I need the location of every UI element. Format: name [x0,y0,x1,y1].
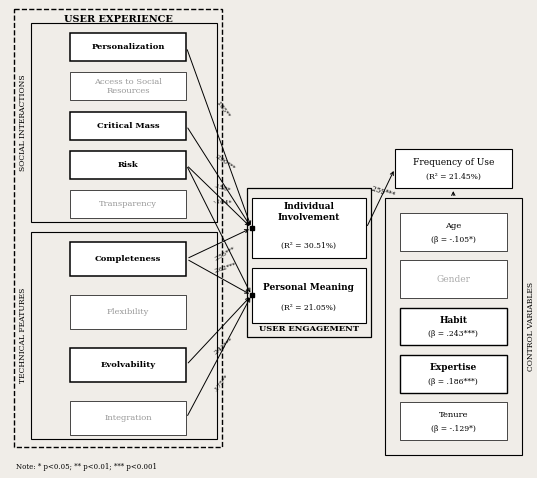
Text: .290***: .290*** [214,153,236,171]
Text: CONTROL VARIABLES: CONTROL VARIABLES [527,282,535,371]
Bar [400,355,507,393]
Bar [31,23,217,222]
Text: Access to Social
Resources: Access to Social Resources [94,78,162,95]
Text: SOCIAL INTERACTIONS: SOCIAL INTERACTIONS [19,75,27,171]
Bar [70,151,186,179]
Text: (R² = 30.51%): (R² = 30.51%) [281,242,336,250]
Text: Gender: Gender [436,274,470,283]
Text: (β = -.105*): (β = -.105*) [431,236,476,244]
Text: Personal Meaning: Personal Meaning [264,283,354,292]
Text: Risk: Risk [118,161,139,169]
Text: Habit: Habit [439,316,467,325]
Bar [395,149,512,188]
Text: .262***: .262*** [213,261,237,273]
Bar [251,268,366,323]
Text: (R² = 21.45%): (R² = 21.45%) [426,173,481,180]
Text: Tenure: Tenure [439,411,468,419]
Text: Flexibility: Flexibility [107,308,149,316]
Text: Frequency of Use: Frequency of Use [412,158,494,167]
Bar [70,348,186,382]
Bar [14,10,222,447]
Bar [400,308,507,346]
Text: .243***: .243*** [213,337,234,356]
Text: (β = -.129*): (β = -.129*) [431,425,476,433]
Text: .158*: .158* [213,183,231,193]
Bar [400,260,507,298]
Text: USER EXPERIENCE: USER EXPERIENCE [63,15,172,24]
Text: Expertise: Expertise [430,363,477,372]
Text: -.104*: -.104* [213,199,233,206]
Bar [70,242,186,276]
Bar [400,402,507,440]
Bar [70,73,186,100]
Bar [70,33,186,61]
Text: .175**: .175** [213,373,229,392]
Bar [400,213,507,250]
Bar [385,198,521,455]
Text: .255***: .255*** [213,246,236,262]
Bar [31,232,217,439]
Text: Critical Mass: Critical Mass [97,122,159,130]
Bar [70,112,186,140]
Text: (β = .243***): (β = .243***) [429,330,478,338]
Text: USER ENGAGEMENT: USER ENGAGEMENT [259,326,359,334]
Text: Transparency: Transparency [99,200,157,208]
Bar [251,198,366,258]
Text: TECHNICAL FEATURES: TECHNICAL FEATURES [19,288,27,383]
Text: (R² = 21.05%): (R² = 21.05%) [281,304,336,312]
Text: Age: Age [445,222,461,230]
Bar [70,295,186,329]
Text: Note: * p<0.05; ** p<0.01; *** p<0.001: Note: * p<0.05; ** p<0.01; *** p<0.001 [16,463,157,471]
Text: Integration: Integration [104,414,152,422]
Text: Completeness: Completeness [95,255,161,263]
Text: Individual
Involvement: Individual Involvement [278,203,340,222]
Text: .185**: .185** [215,99,231,119]
Text: (β = .186***): (β = .186***) [429,378,478,386]
Bar [70,401,186,435]
Text: Personalization: Personalization [91,43,165,51]
Text: Evolvability: Evolvability [100,361,156,369]
Text: .259***: .259*** [369,185,396,200]
Bar [246,188,371,337]
Bar [70,190,186,218]
